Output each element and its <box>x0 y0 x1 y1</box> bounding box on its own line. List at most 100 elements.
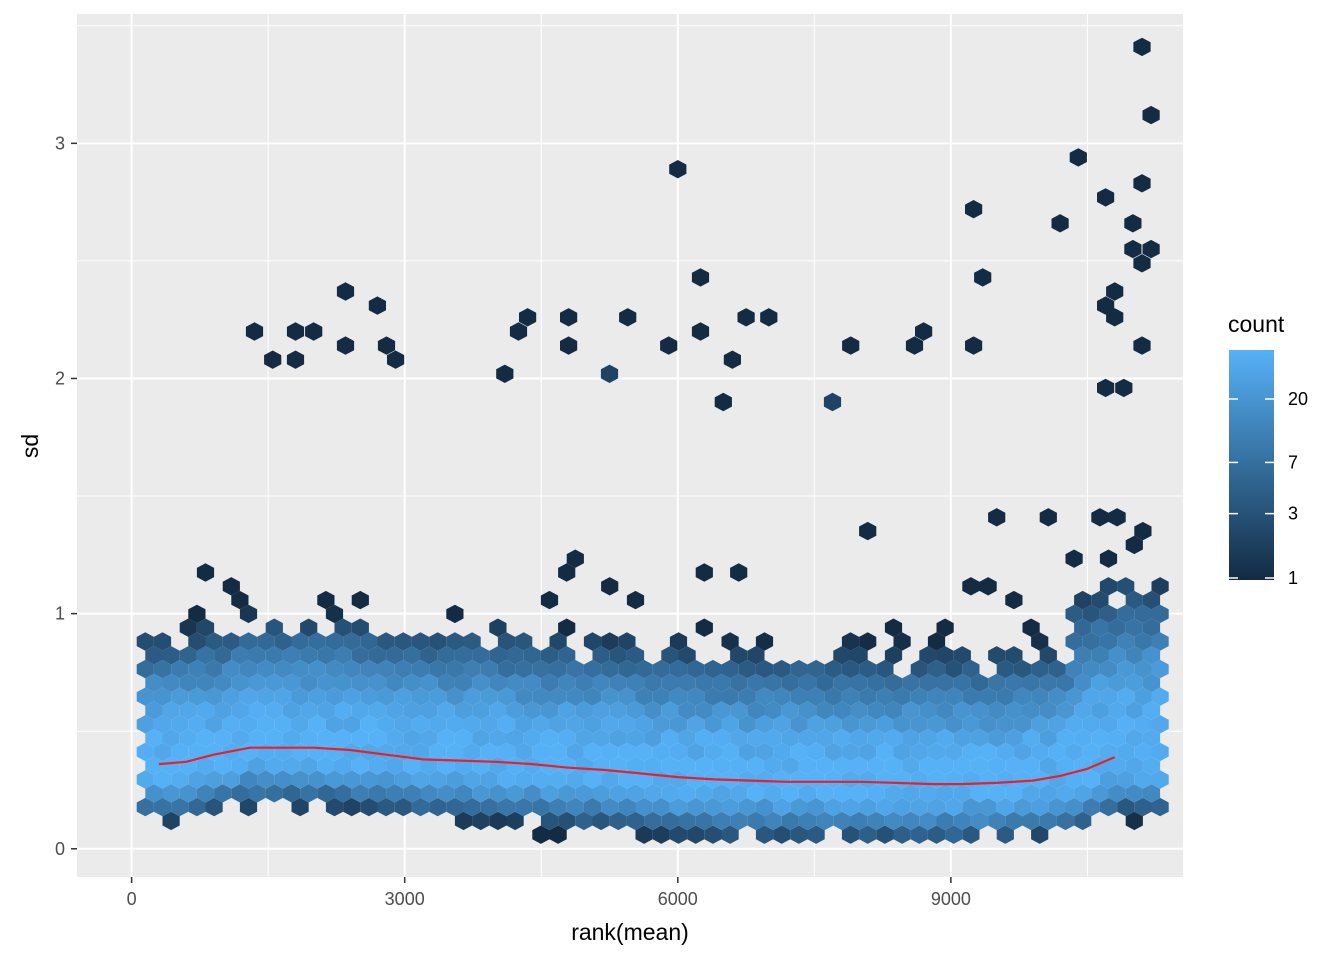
hex-bin <box>1108 728 1126 748</box>
hex-bin <box>816 784 834 803</box>
hex-bin <box>334 618 352 637</box>
hex-bin <box>360 659 378 679</box>
hex-bin-outlier <box>286 350 305 369</box>
hex-bin <box>368 784 387 803</box>
hex-bin <box>480 687 498 706</box>
hex-bin <box>403 673 421 693</box>
hex-bin <box>1108 673 1126 693</box>
hex-bin <box>205 632 223 651</box>
hex-bin <box>239 770 258 789</box>
hex-bin <box>884 673 903 693</box>
hex-bin <box>833 701 851 720</box>
hex-bin <box>325 659 344 679</box>
hex-bin <box>300 646 318 665</box>
hex-bin <box>532 659 550 679</box>
hex-bin <box>308 632 326 651</box>
hex-bin <box>480 715 498 734</box>
hex-bin <box>1013 770 1032 789</box>
hex-bin <box>1117 659 1135 679</box>
hex-bin <box>265 784 283 803</box>
hex-bin <box>927 742 946 762</box>
hex-bin <box>566 549 584 568</box>
hex-bin <box>248 673 266 693</box>
hex-bin <box>188 632 206 651</box>
hex-bin <box>927 825 946 844</box>
hex-bin <box>859 715 877 734</box>
hex-bin <box>1151 742 1169 762</box>
hex-bin <box>1022 784 1040 803</box>
hex-bin <box>265 673 283 693</box>
hex-bin <box>549 687 567 706</box>
hex-bin <box>936 811 954 831</box>
hex-bin <box>738 687 756 706</box>
hex-bin <box>317 646 335 665</box>
hex-bin <box>351 618 369 637</box>
hex-bin <box>1134 521 1152 541</box>
hex-bin <box>695 728 713 748</box>
hex-bin <box>953 811 971 831</box>
hex-bin <box>497 742 516 762</box>
hex-bin <box>988 508 1006 527</box>
hex-bin <box>291 715 309 734</box>
hex-bin <box>248 728 266 748</box>
hex-bin <box>463 687 481 706</box>
hex-bin <box>859 521 877 541</box>
hex-bin <box>1074 728 1092 748</box>
hex-bin <box>798 784 817 803</box>
hex-bin <box>1117 797 1135 817</box>
hex-bin <box>558 701 576 720</box>
hex-bin <box>669 659 688 679</box>
hex-bin <box>893 797 911 817</box>
hex-bin <box>188 715 206 734</box>
hex-bin <box>704 797 722 817</box>
hex-bin <box>360 715 378 734</box>
hex-bin <box>807 825 825 844</box>
hex-bin <box>609 673 627 693</box>
hex-bin <box>489 618 507 637</box>
hex-bin <box>859 659 877 679</box>
hex-bin <box>996 825 1014 844</box>
hex-bin <box>497 715 516 734</box>
hex-bin <box>523 701 541 720</box>
hex-bin <box>678 673 696 693</box>
hex-bin <box>1099 797 1118 817</box>
hex-bin <box>1142 728 1161 748</box>
hex-bin <box>549 632 567 651</box>
hex-bin <box>953 646 971 665</box>
hex-bin <box>919 784 937 803</box>
hex-bin <box>970 673 989 693</box>
hex-bin <box>747 646 765 665</box>
hex-bin-outlier <box>619 308 637 327</box>
hex-bin <box>850 784 868 803</box>
hex-bin <box>1134 604 1152 624</box>
legend-tick-label: 7 <box>1288 452 1298 472</box>
hex-bin <box>248 646 266 665</box>
hex-bin <box>1074 701 1092 720</box>
hex-bin <box>282 784 301 803</box>
hex-bin <box>833 728 851 748</box>
hex-bin <box>446 632 464 651</box>
hex-bin <box>635 659 653 679</box>
hex-bin <box>1005 756 1023 775</box>
hex-bin <box>1056 756 1075 775</box>
hex-bin <box>712 673 731 693</box>
hex-bin <box>334 728 352 748</box>
hex-bin <box>669 825 688 844</box>
y-tick-label: 1 <box>55 604 65 624</box>
hex-bin <box>970 728 989 748</box>
hex-bin <box>893 687 911 706</box>
hex-bin <box>841 742 860 762</box>
hex-bin-outlier <box>660 336 678 355</box>
hex-bin <box>222 659 240 679</box>
hex-bin <box>386 701 404 720</box>
hex-bin <box>377 797 395 817</box>
hex-bin <box>403 728 421 748</box>
hex-bin <box>386 756 404 775</box>
hex-bin <box>394 659 412 679</box>
hex-bin <box>893 825 911 844</box>
hex-bin <box>300 728 318 748</box>
hex-bin <box>497 632 516 651</box>
hex-bin <box>300 701 318 720</box>
hex-bin <box>377 742 395 762</box>
hex-bin <box>1099 687 1118 706</box>
